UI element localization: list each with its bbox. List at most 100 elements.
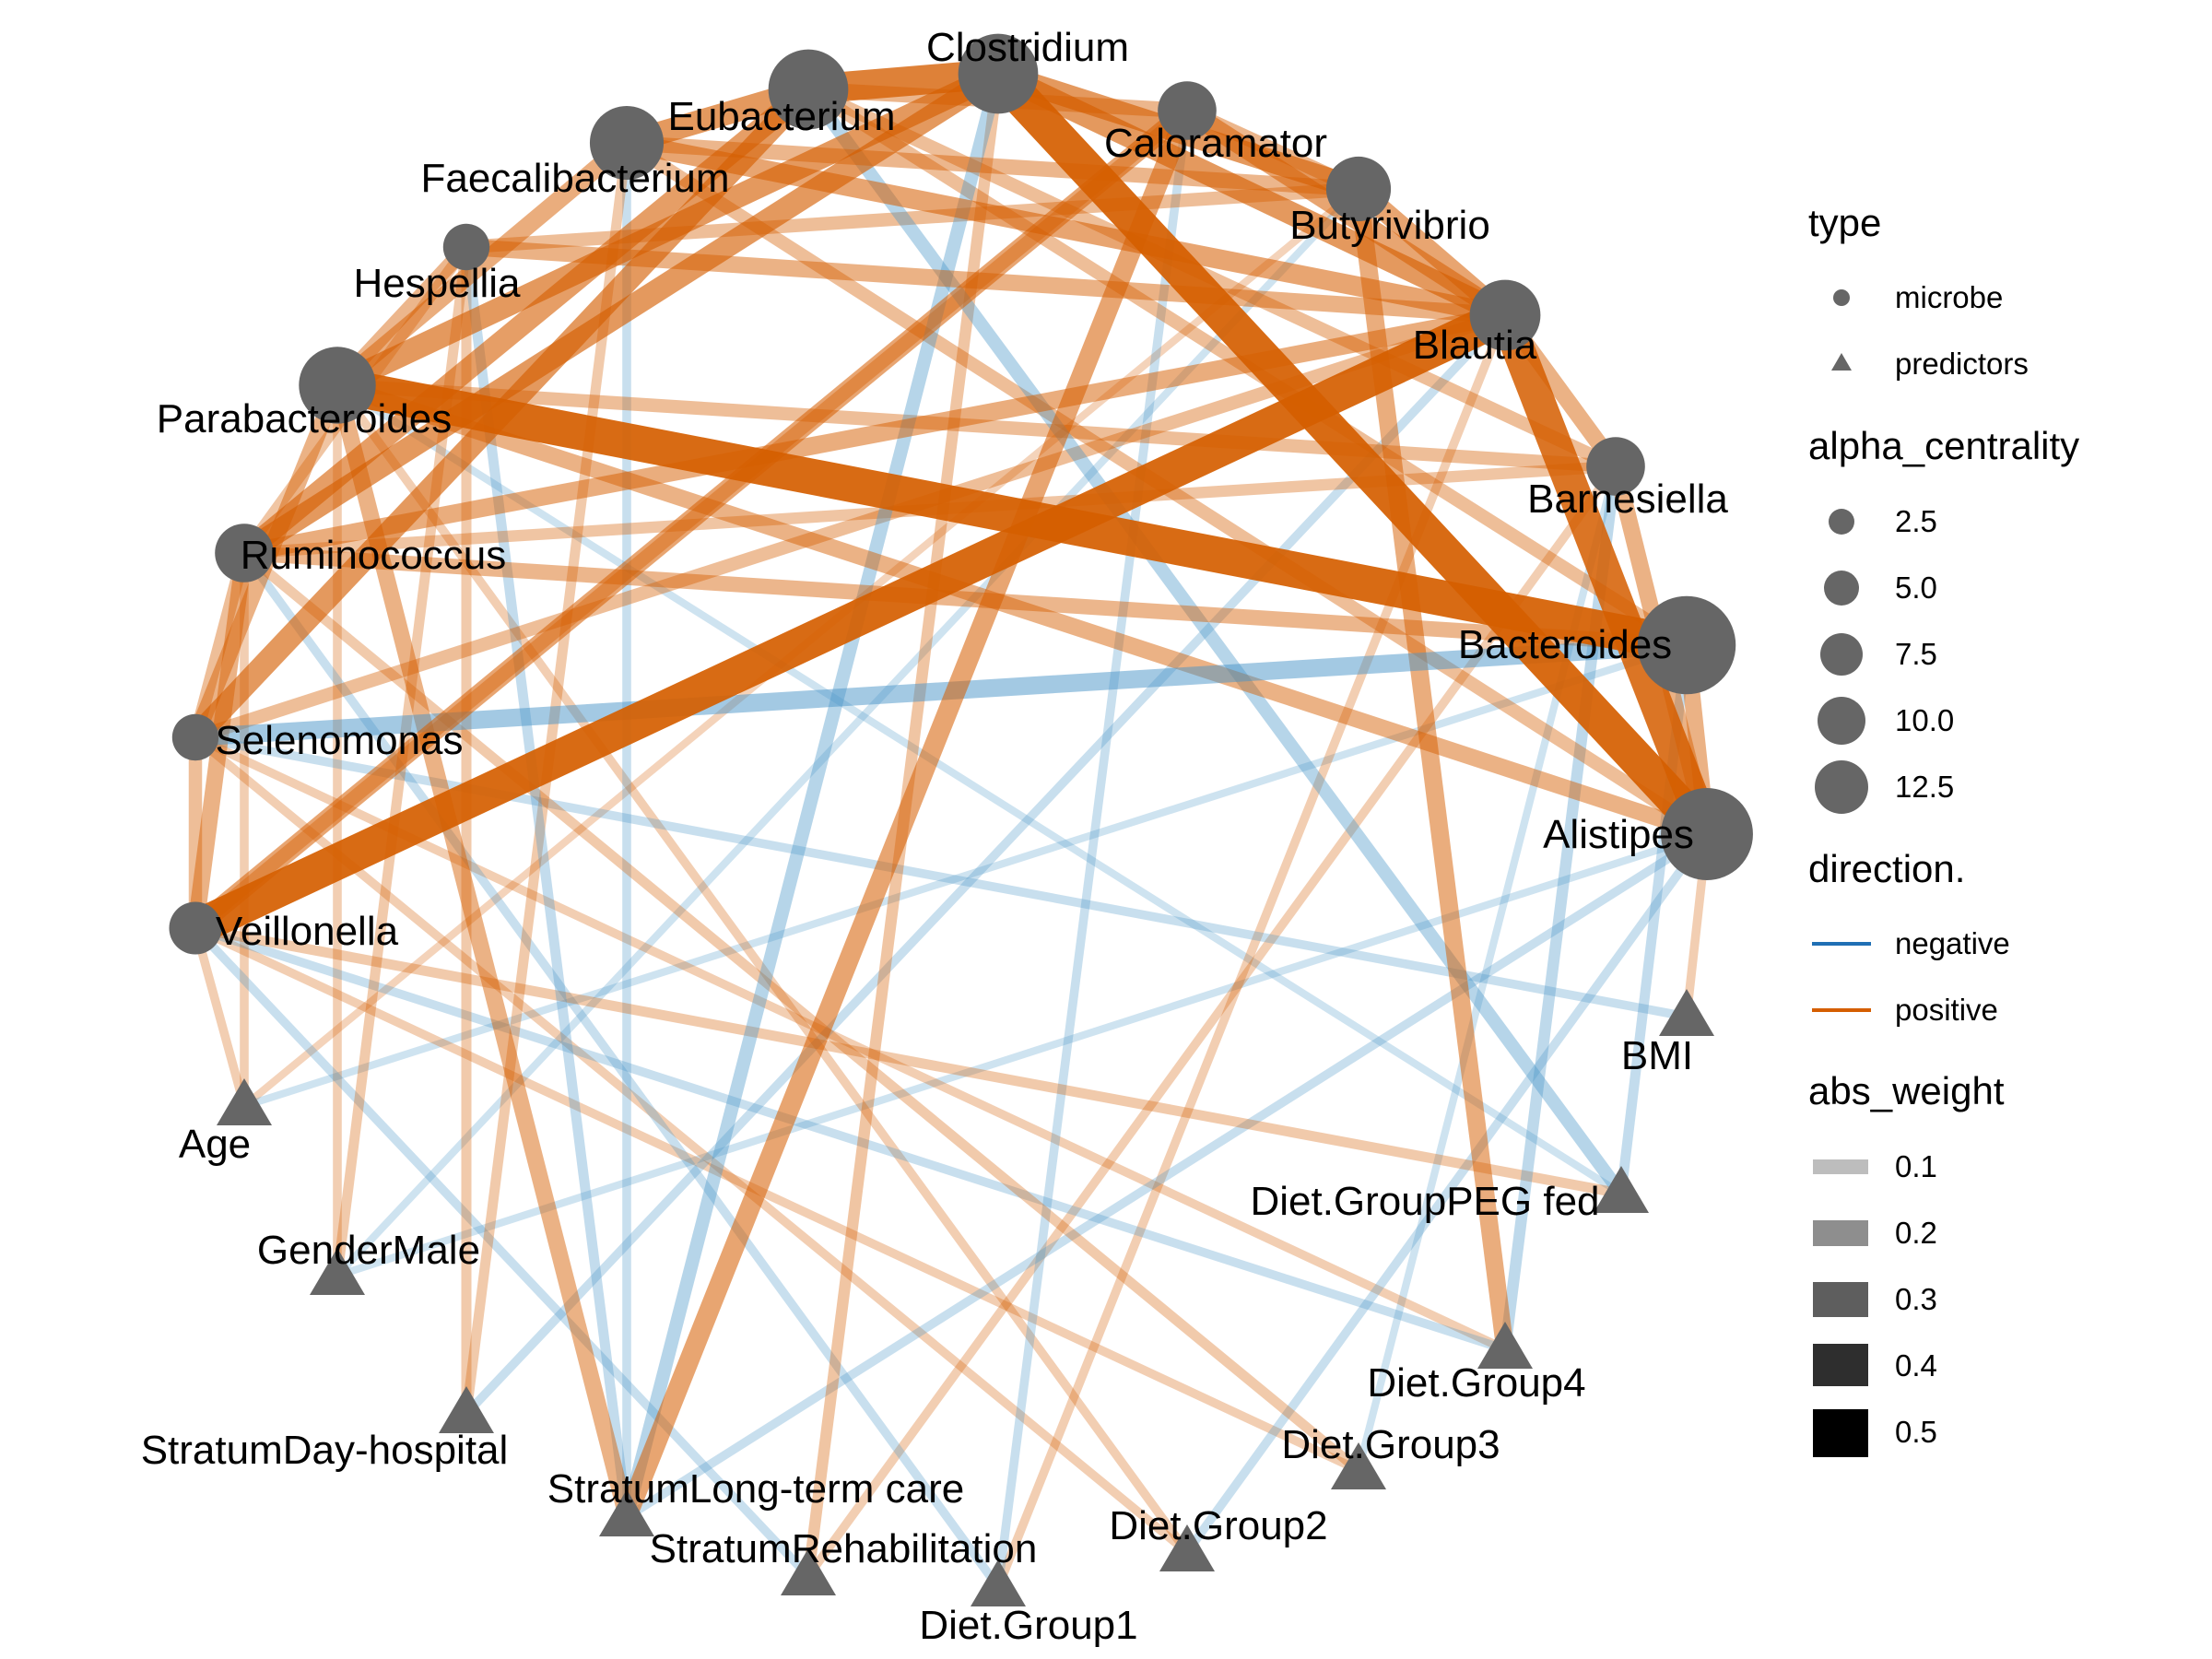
edge-ruminococcus-bacteroides [243,545,1688,653]
node-label-eubacterium: Eubacterium [667,94,895,139]
edge-clostridium-blautia [993,63,1511,326]
edge-alistipes-gendermale [335,830,1709,1279]
node-hespellia-circle-icon [442,223,490,271]
legend-weight-swatch-icon [1813,1344,1868,1386]
legend-weight-swatch-icon [1813,1409,1868,1457]
edge-parabacteroides-bacteroides [334,367,1690,664]
legend-alpha-label: 10.0 [1895,703,1954,737]
node-label-butyrivibrio: Butyrivibrio [1289,203,1490,248]
node-selenomonas-circle-icon [171,713,219,761]
node-veillonella-circle-icon [169,901,222,955]
label-layer: Clostridium Eubacterium Faecalibacterium He… [141,25,1729,1648]
edge-veillonella-diet-grouppeg-fed [194,923,1623,1199]
node-label-diet-group4: Diet.Group4 [1367,1360,1585,1406]
edge-parabacteroides-diet-group2 [334,382,1191,1555]
legend-alpha-label: 7.5 [1895,637,1937,671]
edge-veillonella-diet-group4 [194,924,1507,1354]
node-label-veillonella: Veillonella [216,909,399,954]
edge-caloramator-diet-group1 [994,110,1192,1588]
legend-type-label: microbe [1895,280,2003,314]
node-label-age: Age [179,1122,251,1167]
edge-clostridium-ruminococcus [238,64,1005,563]
node-age-triangle-icon [217,1078,272,1125]
legend-weight-label: 0.4 [1895,1348,1937,1382]
node-layer [169,33,1753,1606]
edge-blautia-stratumday-hospital [463,312,1509,1418]
edge-veillonella-stratumrehabilitation [192,924,812,1580]
legend-type-title: type [1808,201,1881,244]
edge-blautia-alistipes [1489,309,1723,841]
node-label-caloramator: Caloramator [1104,121,1327,166]
node-diet-group2-triangle-icon [1159,1524,1215,1571]
legend-weight-title: abs_weight [1808,1069,2005,1112]
node-alistipes-circle-icon [1661,788,1753,880]
node-label-faecalibacterium: Faecalibacterium [420,156,729,201]
node-label-barnesiella: Barnesiella [1527,477,1728,522]
legend-weight-swatch-icon [1813,1159,1868,1174]
node-caloramator-circle-icon [1158,81,1217,140]
legend-alpha-label: 5.0 [1895,571,1937,605]
edge-caloramator-stratumlong-term-care [618,107,1196,1521]
edge-parabacteroides-diet-grouppeg-fed [335,382,1624,1197]
legend-direction-title: direction. [1808,847,1965,890]
legend-size-circle-icon [1818,697,1865,745]
legend-alpha-label: 2.5 [1895,504,1937,538]
edge-clostridium-alistipes [984,61,1721,847]
node-label-ruminococcus: Ruminococcus [241,533,507,578]
node-label-diet-grouppeg-fed: Diet.GroupPEG fed [1250,1179,1599,1224]
node-diet-group3-triangle-icon [1331,1442,1386,1489]
edge-layer [186,59,1723,1590]
legend-size-circle-icon [1815,760,1868,814]
node-parabacteroides-circle-icon [299,347,376,424]
legend-weight-label: 0.5 [1895,1415,1937,1449]
edge-veillonella-diet-group3 [193,924,1361,1475]
node-stratumrehabilitation-triangle-icon [781,1548,836,1595]
node-label-bacteroides: Bacteroides [1458,622,1672,667]
node-label-alistipes: Alistipes [1543,812,1694,857]
legend-alpha-title: alpha_centrality [1808,424,2079,467]
legend: type microbe predictors alpha_centrality… [1808,201,2079,1457]
node-label-hespellia: Hespellia [354,261,522,306]
node-label-gendermale: GenderMale [257,1228,480,1273]
legend-size-circle-icon [1820,633,1863,676]
edge-selenomonas-ruminococcus [188,551,252,739]
node-label-parabacteroides: Parabacteroides [157,396,452,441]
edge-selenomonas-diet-group2 [192,734,1191,1556]
legend-weight-label: 0.3 [1895,1282,1937,1316]
edge-caloramator-veillonella [189,102,1194,936]
legend-predictor-triangle-icon [1831,353,1852,371]
node-label-clostridium: Clostridium [926,25,1129,70]
node-eubacterium-circle-icon [768,49,849,130]
node-label-selenomonas: Selenomonas [215,718,463,763]
node-diet-group1-triangle-icon [971,1559,1026,1606]
node-bmi-triangle-icon [1659,989,1714,1036]
node-label-bmi: BMI [1621,1033,1693,1078]
edge-parabacteroides-alistipes [335,377,1710,842]
legend-type-label: predictors [1895,347,2029,381]
legend-alpha-label: 12.5 [1895,770,1954,804]
edge-alistipes-diet-group2 [1183,831,1711,1555]
legend-weight-label: 0.1 [1895,1149,1937,1183]
edge-parabacteroides-stratumlong-term-care [329,382,635,1520]
edge-eubacterium-diet-grouppeg-fed [803,85,1627,1198]
edge-hespellia-stratumlong-term-care [461,246,632,1518]
node-label-stratumday-hospital: StratumDay-hospital [141,1428,509,1473]
legend-weight-label: 0.2 [1895,1216,1937,1250]
legend-direction: direction. negative positive [1808,847,2010,1027]
legend-microbe-circle-icon [1833,289,1850,306]
node-stratumday-hospital-triangle-icon [439,1386,494,1433]
edge-veillonella-blautia [187,299,1513,945]
node-faecalibacterium-circle-icon [589,105,665,181]
edge-parabacteroides-barnesiella [336,378,1617,474]
node-butyrivibrio-circle-icon [1325,156,1392,222]
node-label-blautia: Blautia [1413,323,1537,368]
edge-eubacterium-ruminococcus [237,80,816,562]
legend-size-circle-icon [1824,571,1859,606]
node-blautia-circle-icon [1469,279,1541,351]
node-diet-group4-triangle-icon [1477,1322,1533,1369]
node-ruminococcus-circle-icon [215,524,274,582]
legend-size-circle-icon [1829,509,1854,535]
edge-ruminococcus-blautia [242,306,1507,562]
node-gendermale-triangle-icon [310,1248,365,1295]
